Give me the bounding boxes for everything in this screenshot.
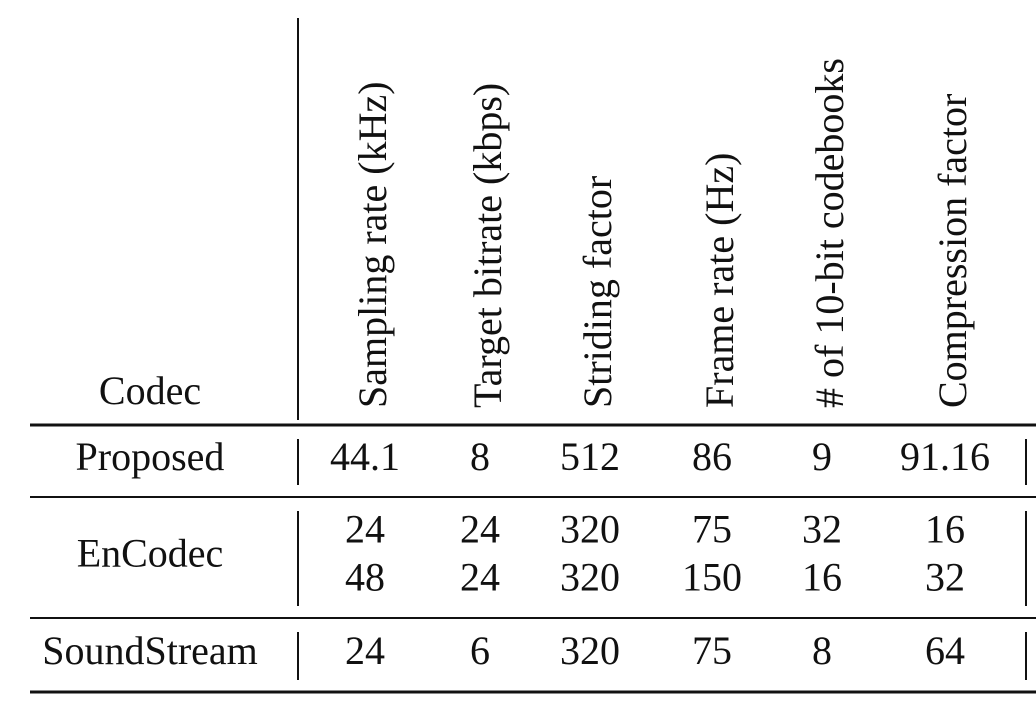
header-cell: # of 10-bit codebooks [807,58,852,408]
value-cell: 24 [345,507,385,552]
value-cell: 75 [692,507,732,552]
value-cell: 75 [692,628,732,673]
value-cell: 44.1 [330,434,400,479]
value-cell: 48 [345,555,385,600]
header-cell: Compression factor [930,94,975,408]
value-cell: 16 [802,555,842,600]
value-cell: 320 [560,555,620,600]
value-cell: 64 [925,628,965,673]
codec-cell: EnCodec [77,531,224,576]
value-cell: 320 [560,628,620,673]
codec-cell: SoundStream [42,628,258,673]
header-cell: Codec [99,368,201,413]
value-cell: 24 [460,555,500,600]
value-cell: 32 [802,507,842,552]
value-cell: 16 [925,507,965,552]
value-cell: 32 [925,555,965,600]
value-cell: 8 [812,628,832,673]
value-cell: 512 [560,434,620,479]
value-cell: 9 [812,434,832,479]
header-cell: Frame rate (Hz) [697,153,742,408]
header-cell: Sampling rate (kHz) [350,81,395,408]
value-cell: 24 [460,507,500,552]
header-cell: Target bitrate (kbps) [465,83,510,408]
value-cell: 150 [682,555,742,600]
value-cell: 8 [470,434,490,479]
header-cell: Striding factor [575,176,620,408]
value-cell: 24 [345,628,385,673]
value-cell: 320 [560,507,620,552]
codec-cell: Proposed [76,434,225,479]
value-cell: 6 [470,628,490,673]
value-cell: 86 [692,434,732,479]
value-cell: 91.16 [900,434,990,479]
